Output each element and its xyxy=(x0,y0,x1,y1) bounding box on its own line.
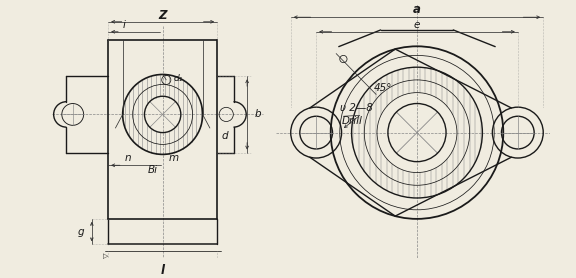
Text: ▷: ▷ xyxy=(103,253,108,259)
Text: e: e xyxy=(414,20,420,30)
Text: b: b xyxy=(255,110,261,120)
Text: Bi: Bi xyxy=(148,165,158,175)
Text: 45°: 45° xyxy=(373,83,392,93)
Text: a: a xyxy=(413,3,421,16)
Text: i: i xyxy=(122,20,125,30)
Text: g: g xyxy=(78,227,85,237)
Text: m: m xyxy=(169,153,179,163)
Text: d: d xyxy=(222,131,228,141)
Text: Drill: Drill xyxy=(342,116,362,126)
Text: υ 2—8: υ 2—8 xyxy=(340,103,373,113)
Text: n: n xyxy=(125,153,131,163)
Text: l: l xyxy=(161,264,165,277)
Text: Z: Z xyxy=(158,9,167,22)
Text: d₁: d₁ xyxy=(173,74,183,83)
